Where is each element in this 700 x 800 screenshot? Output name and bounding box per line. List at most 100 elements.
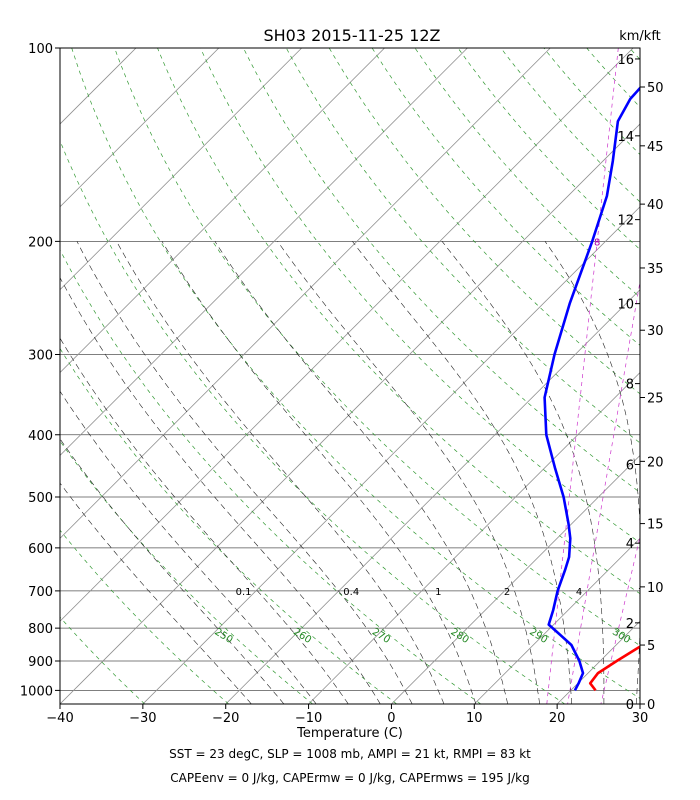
kft-tick-label: 50	[647, 81, 664, 96]
moist-adiabat	[352, 241, 572, 704]
km-tick-label: 10	[617, 298, 634, 313]
dry-adiabat	[60, 440, 313, 704]
mixing-ratio-label: 0.1	[236, 587, 252, 598]
kft-tick-label: 20	[647, 455, 664, 470]
axis-layer: −40 −30 −20 −10 0 10 20 30100200300400500600700…	[20, 42, 664, 726]
footer-line-2: CAPEenv = 0 J/kg, CAPErmw = 0 J/kg, CAPE…	[170, 771, 529, 785]
x-tick-label: 20	[549, 711, 566, 726]
dry-adiabat	[60, 249, 482, 704]
pressure-tick-label: 1000	[20, 684, 53, 699]
pressure-tick-label: 700	[28, 585, 53, 600]
km-tick-label: 2	[626, 617, 634, 632]
pressure-tick-label: 500	[28, 491, 53, 506]
pressure-tick-label: 300	[28, 348, 53, 363]
isotherm-line	[474, 537, 640, 704]
kft-tick-label: 15	[647, 518, 664, 533]
kft-tick-label: 25	[647, 392, 664, 407]
x-tick-label: −10	[295, 711, 322, 726]
dry-adiabat	[328, 48, 640, 395]
pressure-tick-label: 100	[28, 42, 53, 57]
moist-adiabat	[161, 241, 477, 704]
kft-tick-label: 10	[647, 581, 664, 596]
moist-adiabat	[214, 241, 508, 704]
mixing-ratio-label: 8	[594, 237, 600, 248]
dry-adiabat	[543, 48, 640, 155]
mixing-ratio-label: 4	[576, 587, 582, 598]
dry-adiabat	[200, 48, 640, 544]
moist-adiabat	[60, 438, 285, 704]
pressure-tick-label: 800	[28, 622, 53, 637]
moist-adiabat	[60, 277, 381, 704]
pressure-tick-label: 600	[28, 542, 53, 557]
theta-label: 290	[527, 627, 549, 646]
temperature-profile-line	[588, 645, 640, 692]
dry-adiabat	[60, 616, 145, 704]
moist-adiabat	[277, 241, 540, 704]
dry-adiabat	[71, 48, 640, 699]
x-axis-label: Temperature (C)	[296, 726, 403, 741]
mixing-ratio-label: 2	[504, 587, 510, 598]
kft-tick-label: 45	[647, 140, 664, 155]
right-axis-title: km/kft	[619, 29, 661, 44]
mixing-ratio-label: 7	[638, 587, 644, 598]
dry-adiabat	[414, 48, 640, 298]
plot-frame	[59, 47, 641, 705]
isotherm-line	[391, 454, 640, 704]
mixing-ratio-label: 10	[676, 587, 689, 598]
kft-tick-label: 35	[647, 262, 664, 277]
isotherm-line	[60, 48, 468, 456]
dry-adiabat	[243, 48, 640, 493]
moist-adiabat	[116, 241, 445, 704]
isotherm-line	[0, 48, 53, 704]
theta-label: 260	[291, 627, 313, 646]
dry-adiabat	[586, 48, 640, 108]
chart-title: SH03 2015-11-25 12Z	[263, 26, 440, 45]
dry-adiabat	[114, 48, 640, 647]
isotherm-line	[225, 289, 640, 704]
km-tick-label: 8	[626, 378, 634, 393]
moist-adiabat	[651, 241, 688, 704]
moist-adiabat	[76, 241, 413, 704]
isotherm-line	[308, 372, 640, 704]
x-tick-label: 0	[387, 711, 395, 726]
isotherm-line	[60, 48, 551, 539]
dewpoint-profile-line	[543, 86, 640, 692]
kft-tick-label: 30	[647, 324, 664, 339]
footer-line-1: SST = 23 degC, SLP = 1008 mb, AMPI = 21 …	[169, 747, 531, 761]
isotherm-line	[60, 48, 634, 622]
km-tick-label: 14	[617, 130, 634, 145]
mixing-ratio-line	[600, 535, 640, 704]
moist-adiabat	[60, 482, 252, 704]
km-tick-label: 4	[626, 537, 634, 552]
x-tick-label: 10	[466, 711, 483, 726]
km-tick-label: 0	[626, 698, 634, 713]
pressure-tick-label: 200	[28, 235, 53, 250]
moist-adiabat	[60, 337, 349, 704]
mixing-ratio-line	[567, 279, 640, 704]
x-tick-label: −20	[212, 711, 239, 726]
pressure-tick-label: 900	[28, 655, 53, 670]
km-tick-label: 12	[617, 214, 634, 229]
grid-layer: 81216202428320.10.4124710162502602702802…	[0, 48, 689, 704]
km-tick-label: 16	[617, 53, 634, 68]
dry-adiabat	[60, 702, 61, 704]
dry-adiabat	[60, 529, 229, 704]
kft-tick-label: 0	[647, 698, 655, 713]
x-tick-label: 30	[632, 711, 649, 726]
dry-adiabat	[60, 347, 397, 704]
kft-tick-label: 40	[647, 198, 664, 213]
moist-adiabat	[544, 241, 640, 704]
isotherm-line	[60, 48, 302, 291]
isotherm-line	[556, 620, 640, 704]
dry-adiabat	[457, 48, 640, 250]
dry-adiabat	[500, 48, 640, 203]
dry-adiabat	[60, 139, 565, 704]
x-tick-label: −30	[129, 711, 156, 726]
mixing-ratio-label: 1	[435, 587, 441, 598]
moist-adiabat	[60, 390, 317, 704]
x-tick-label: −40	[46, 711, 73, 726]
mixing-ratio-line	[546, 48, 619, 704]
isotherm-line	[60, 48, 385, 374]
dry-adiabat	[157, 48, 640, 595]
